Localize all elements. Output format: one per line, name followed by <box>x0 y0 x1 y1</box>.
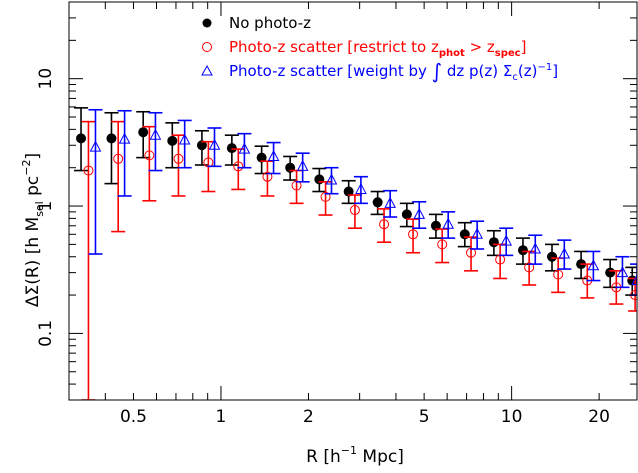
data-point <box>291 180 302 191</box>
data-point <box>631 273 637 286</box>
data-point <box>178 133 191 145</box>
x-tick-label: 5 <box>419 407 430 427</box>
legend-weight-part-c: (z) <box>518 62 538 80</box>
data-point <box>384 196 396 208</box>
data-point <box>442 217 455 229</box>
data-point <box>437 239 448 250</box>
x-tick-label: 20 <box>588 407 610 427</box>
data-point <box>558 247 571 259</box>
data-point <box>118 132 131 144</box>
data-point <box>89 140 102 152</box>
data-point <box>343 186 354 197</box>
y-tick-label: 10 <box>36 68 56 90</box>
legend-marker-photoz-restrict <box>202 42 212 52</box>
x-tick-label: 0.5 <box>120 407 147 427</box>
data-point <box>226 143 237 154</box>
y-axis-label-mid: pc <box>23 176 43 202</box>
legend-marker-no-photoz <box>202 18 212 28</box>
data-point <box>113 153 124 164</box>
x-axis-label-tail: Mpc] <box>357 447 404 467</box>
y-axis-label-sup: −2 <box>20 160 33 176</box>
data-point <box>408 229 419 240</box>
axis-ticks <box>68 1 637 401</box>
data-point <box>196 140 207 151</box>
x-axis-label-main: R [h <box>306 447 341 467</box>
data-point <box>616 266 629 278</box>
series-group <box>74 107 637 400</box>
legend-weight-sub-c: c <box>512 72 518 83</box>
legend-marker-photoz-weight <box>201 64 213 76</box>
x-tick-label: 10 <box>501 407 523 427</box>
data-point <box>355 182 367 194</box>
data-point <box>83 165 94 176</box>
data-point <box>372 197 383 208</box>
legend-weight-part-d: ] <box>552 62 558 80</box>
data-point <box>144 150 155 161</box>
data-point <box>267 149 280 161</box>
series-2 <box>88 108 637 296</box>
data-point <box>349 205 360 216</box>
x-tick-label: 1 <box>216 407 227 427</box>
data-point <box>208 138 221 150</box>
data-point <box>138 127 149 138</box>
data-point <box>173 153 184 164</box>
data-point <box>379 219 390 230</box>
legend-weight-integral: ∫ <box>432 59 442 83</box>
y-axis-label-tail: ] <box>23 153 43 160</box>
data-point <box>488 237 499 248</box>
legend: No photo-z Photo-z scatter [restrict to … <box>201 14 558 83</box>
x-axis-label: R [h−1 Mpc] <box>306 444 404 467</box>
y-tick-label: 1 <box>36 201 56 212</box>
data-point <box>167 135 178 146</box>
plot-frame <box>68 1 638 401</box>
y-axis-label-sub: sol <box>33 201 46 217</box>
y-axis-label: ΔΣ(R) [h Msol pc−2] <box>20 153 46 307</box>
legend-restrict-part-b: > z <box>465 38 495 56</box>
series-0 <box>74 107 637 296</box>
data-point <box>401 209 412 220</box>
data-point <box>529 242 542 254</box>
data-marks <box>74 107 637 400</box>
y-tick-label: 0.1 <box>36 320 56 347</box>
data-point <box>76 133 87 144</box>
series-1 <box>81 120 637 400</box>
data-point <box>296 159 309 171</box>
data-point <box>256 152 267 163</box>
tick-labels: 0.5 1 2 5 10 20 0.1 1 10 <box>36 68 610 427</box>
legend-restrict-part-a: Photo-z scatter [restrict to z <box>229 38 439 56</box>
y-axis-label-main: ΔΣ(R) [h M <box>23 217 43 307</box>
data-point <box>500 234 513 246</box>
data-point <box>325 173 338 185</box>
data-point <box>262 171 273 182</box>
legend-restrict-sub-phot: phot <box>439 48 465 59</box>
data-point <box>553 269 564 280</box>
data-point <box>238 142 251 154</box>
data-point <box>314 174 325 185</box>
legend-weight-sup: −1 <box>537 62 552 73</box>
data-point <box>547 251 558 262</box>
legend-restrict-sub-spec: spec <box>495 48 521 59</box>
legend-weight-part-b: dz p(z) Σ <box>442 62 512 80</box>
x-axis-label-sup: −1 <box>341 444 357 457</box>
data-point <box>106 133 117 144</box>
data-point <box>320 191 331 202</box>
x-tick-label: 2 <box>303 407 314 427</box>
legend-label-photoz-restrict: Photo-z scatter [restrict to zphot > zsp… <box>229 38 526 59</box>
data-point <box>471 227 483 239</box>
legend-restrict-part-c: ] <box>521 38 527 56</box>
data-point <box>605 267 616 278</box>
data-point <box>587 259 600 271</box>
data-point <box>413 207 426 219</box>
data-point <box>149 128 162 140</box>
legend-weight-part-a: Photo-z scatter [weight by <box>229 62 432 80</box>
data-point <box>524 262 535 273</box>
legend-label-photoz-weight: Photo-z scatter [weight by ∫ dz p(z) Σc(… <box>229 59 558 83</box>
data-point <box>233 161 244 172</box>
legend-label-no-photoz: No photo-z <box>229 14 311 32</box>
data-point <box>517 245 528 256</box>
